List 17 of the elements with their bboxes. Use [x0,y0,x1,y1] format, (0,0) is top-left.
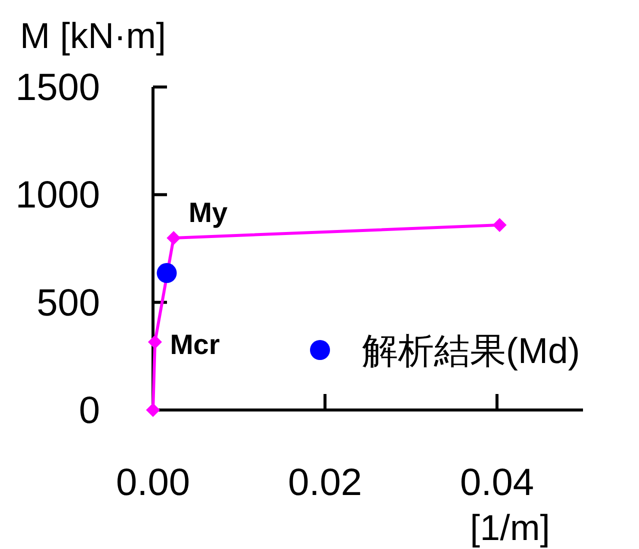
point [166,230,181,245]
annotation: Mcr [170,328,220,360]
annotation: My [188,196,228,228]
x-tick-label: 0.02 [288,462,362,504]
point [146,403,160,417]
point [156,263,177,284]
y-tick-label: 1500 [15,67,100,109]
y-tick-label: 1000 [15,174,100,217]
y-axis-title: M [kN·m] [20,15,166,56]
point [492,218,507,232]
x-tick-label: 0.04 [460,462,534,504]
x-tick-label: 0.00 [116,462,190,504]
point [148,334,162,349]
x-axis-title: [1/m] [470,507,550,548]
y-tick-label: 500 [36,282,100,324]
y-tick-label: 0 [78,390,100,432]
legend-label: 解析結果(Md) [362,330,580,371]
